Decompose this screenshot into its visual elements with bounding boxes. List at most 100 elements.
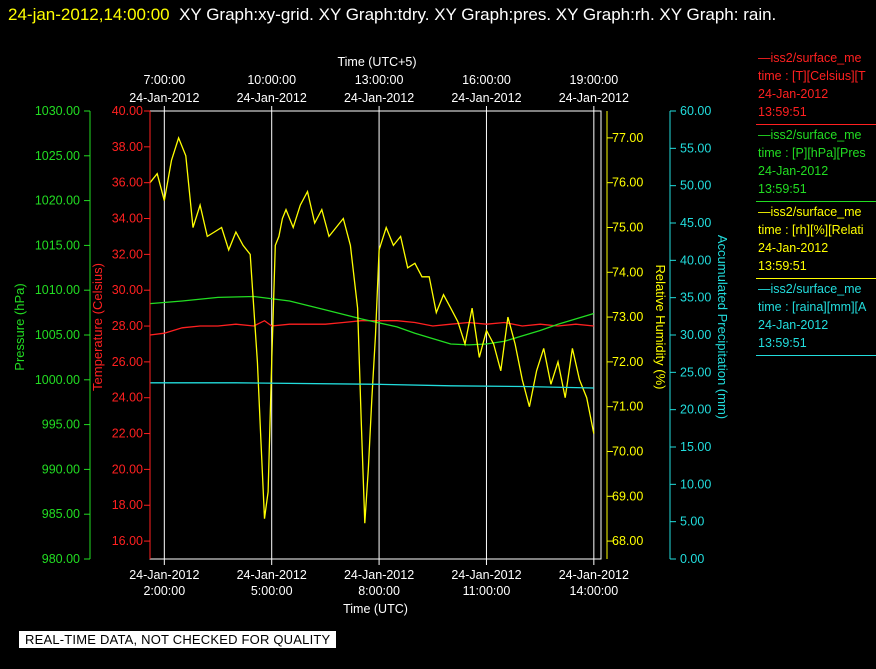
rh-axis-title: Relative Humidity (%) [653,265,668,390]
legend-series-name: —iss2/surface_me [758,205,862,219]
legend-field: time : [rh][%][Relati [758,223,864,237]
top-tick-label-date: 24-Jan-2012 [237,91,307,105]
top-tick-label-date: 24-Jan-2012 [451,91,521,105]
tdry-tick-label: 18.00 [112,498,143,512]
rh-tick-label: 70.00 [612,444,643,458]
top-tick-label-time: 19:00:00 [570,73,619,87]
legend-time: 13:59:51 [758,336,807,350]
rain-tick-label: 5.00 [680,515,704,529]
rain-series-line [150,382,594,389]
tdry-tick-label: 22.00 [112,427,143,441]
tdry-tick-label: 32.00 [112,247,143,261]
rh-tick-label: 77.00 [612,131,643,145]
legend-field: time : [T][Celsius][T [758,69,866,83]
pres-tick-label: 990.00 [42,462,80,476]
legend: —iss2/surface_me time : [T][Celsius][T 2… [756,48,876,356]
top-axis-title: Time (UTC+5) [337,55,416,69]
pres-tick-label: 995.00 [42,418,80,432]
rh-tick-label: 72.00 [612,355,643,369]
header-timestamp: 24-jan-2012,14:00:00 [8,5,170,24]
legend-time: 13:59:51 [758,182,807,196]
pres-tick-label: 985.00 [42,507,80,521]
top-tick-label-time: 16:00:00 [462,73,511,87]
pres-tick-label: 1025.00 [35,149,80,163]
pres-tick-label: 1015.00 [35,238,80,252]
x-tick-label-date: 24-Jan-2012 [129,568,199,582]
legend-field: time : [raina][mm][A [758,300,867,314]
tdry-tick-label: 36.00 [112,176,143,190]
x-tick-label-date: 24-Jan-2012 [559,568,629,582]
legend-series-name: —iss2/surface_me [758,51,862,65]
x-tick-label-time: 5:00:00 [251,584,293,598]
rain-axis-title: Accumulated Precipitation (mm) [715,235,730,419]
rh-series-line [149,135,595,524]
tdry-tick-label: 34.00 [112,212,143,226]
tdry-tick-label: 38.00 [112,140,143,154]
header-graph-list: XY Graph:xy-grid. XY Graph:tdry. XY Grap… [179,5,777,24]
legend-date: 24-Jan-2012 [758,241,829,255]
legend-time: 13:59:51 [758,105,807,119]
rain-tick-label: 25.00 [680,365,711,379]
top-tick-label-time: 10:00:00 [247,73,296,87]
rh-tick-label: 68.00 [612,534,643,548]
pres-axis-title: Pressure (hPa) [12,283,27,370]
x-tick-label-time: 8:00:00 [358,584,400,598]
tdry-axis-title: Temperature (Celsius) [90,263,105,391]
x-tick-label-date: 24-Jan-2012 [237,568,307,582]
rain-tick-label: 45.00 [680,216,711,230]
tdry-series-line [149,319,594,336]
rh-tick-label: 73.00 [612,310,643,324]
pres-tick-label: 1030.00 [35,104,80,118]
tdry-tick-label: 30.00 [112,283,143,297]
top-tick-label-date: 24-Jan-2012 [344,91,414,105]
rh-tick-label: 76.00 [612,176,643,190]
x-tick-label-time: 11:00:00 [463,584,511,598]
x-tick-label-date: 24-Jan-2012 [344,568,414,582]
rain-tick-label: 50.00 [680,179,711,193]
legend-time: 13:59:51 [758,259,807,273]
tdry-tick-label: 26.00 [112,355,143,369]
x-tick-label-time: 14:00:00 [570,584,619,598]
rain-tick-label: 10.00 [680,477,711,491]
pres-tick-label: 980.00 [42,552,80,566]
pres-tick-label: 1000.00 [35,373,80,387]
rain-tick-label: 60.00 [680,104,711,118]
legend-entry-humidity: —iss2/surface_me time : [rh][%][Relati 2… [756,202,876,279]
tdry-tick-label: 40.00 [112,104,143,118]
pres-tick-label: 1010.00 [35,283,80,297]
rh-tick-label: 71.00 [612,400,643,414]
legend-date: 24-Jan-2012 [758,164,829,178]
graph-header: 24-jan-2012,14:00:00 XY Graph:xy-grid. X… [8,1,853,29]
top-tick-label-time: 13:00:00 [355,73,404,87]
top-tick-label-date: 24-Jan-2012 [129,91,199,105]
top-tick-label-time: 7:00:00 [143,73,185,87]
rain-tick-label: 0.00 [680,552,704,566]
rain-tick-label: 40.00 [680,253,711,267]
tdry-tick-label: 20.00 [112,462,143,476]
rh-tick-label: 75.00 [612,220,643,234]
pres-tick-label: 1005.00 [35,328,80,342]
tdry-tick-label: 16.00 [112,534,143,548]
rain-tick-label: 20.00 [680,403,711,417]
rh-tick-label: 74.00 [612,265,643,279]
top-tick-label-date: 24-Jan-2012 [559,91,629,105]
rain-tick-label: 30.00 [680,328,711,342]
legend-entry-temperature: —iss2/surface_me time : [T][Celsius][T 2… [756,48,876,125]
x-tick-label-time: 2:00:00 [143,584,185,598]
legend-series-name: —iss2/surface_me [758,128,862,142]
rh-tick-label: 69.00 [612,489,643,503]
legend-entry-precipitation: —iss2/surface_me time : [raina][mm][A 24… [756,279,876,356]
rain-tick-label: 55.00 [680,141,711,155]
rain-tick-label: 15.00 [680,440,711,454]
pres-tick-label: 1020.00 [35,194,80,208]
pres-series-line [149,295,594,346]
quality-notice: REAL-TIME DATA, NOT CHECKED FOR QUALITY [19,631,337,648]
legend-date: 24-Jan-2012 [758,318,829,332]
legend-series-name: —iss2/surface_me [758,282,862,296]
legend-entry-pressure: —iss2/surface_me time : [P][hPa][Pres 24… [756,125,876,202]
rain-tick-label: 35.00 [680,291,711,305]
tdry-tick-label: 24.00 [112,391,143,405]
x-axis-title: Time (UTC) [343,602,408,616]
tdry-tick-label: 28.00 [112,319,143,333]
